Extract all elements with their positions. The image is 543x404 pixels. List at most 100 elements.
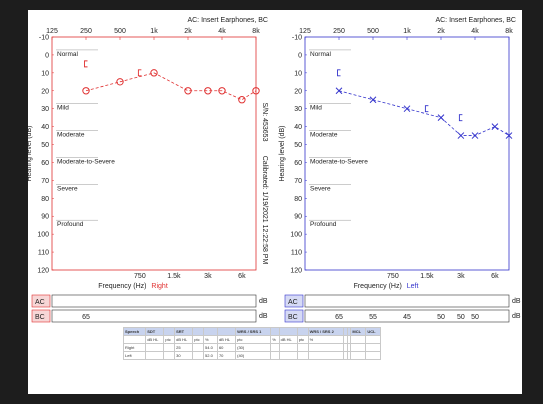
top-tick-label: 500 xyxy=(367,28,379,35)
speech-table-cell xyxy=(122,335,147,344)
y-tick-label: 80 xyxy=(41,196,49,203)
right-header: AC: Insert Earphones, BC xyxy=(435,17,516,24)
severity-label: Moderate xyxy=(310,132,338,139)
bc-masking-value: 55 xyxy=(369,314,377,321)
y-tick-label: 20 xyxy=(294,88,302,95)
severity-label: Profound xyxy=(310,221,337,228)
y-tick-label: 10 xyxy=(294,70,302,77)
bottom-tick-label: 3k xyxy=(204,273,212,280)
speech-table-cell: dB HL xyxy=(174,335,194,344)
speech-table-cell: (40) xyxy=(235,351,272,360)
bottom-tick-label: 3k xyxy=(457,273,465,280)
y-tick-label: 110 xyxy=(291,250,302,257)
bc-masking-value: 65 xyxy=(82,314,90,321)
speech-table-cell: % xyxy=(270,335,280,344)
masking-unit: dB xyxy=(259,313,268,320)
speech-table: Speech SDT SRT WRS / SRS 1 WRS / SRS 2 MCL UCL… xyxy=(122,327,381,360)
y-axis-label: Hearing level (dB) xyxy=(28,125,33,181)
left-xlabel-ear: Right xyxy=(151,283,167,290)
speech-table-cell xyxy=(296,343,309,352)
left-xlabel-text: Frequency (Hz) xyxy=(98,283,146,290)
severity-label: Mild xyxy=(57,105,69,112)
speech-table-cell xyxy=(270,343,280,352)
speech-table-cell xyxy=(296,351,309,360)
speech-table-cell: ptc xyxy=(163,335,176,344)
speech-table-cell: % xyxy=(307,335,344,344)
top-tick-label: 125 xyxy=(299,28,311,35)
speech-table-cell: Left xyxy=(122,351,147,360)
top-tick-label: 125 xyxy=(46,28,58,35)
speech-table-cell xyxy=(145,351,165,360)
speech-table-cell xyxy=(296,327,309,336)
data-point-x xyxy=(457,132,465,139)
data-point-circle xyxy=(150,69,158,77)
y-tick-label: 30 xyxy=(41,106,49,113)
left-header: AC: Insert Earphones, BC xyxy=(187,17,268,24)
speech-table-cell xyxy=(203,327,218,336)
right-xlabel-text: Frequency (Hz) xyxy=(354,283,402,290)
data-point-x xyxy=(335,87,343,95)
speech-table-cell: 70 xyxy=(216,351,237,360)
data-point-circle xyxy=(204,87,212,95)
bc-masking-value: 65 xyxy=(335,314,343,321)
masking-row-tag: BC xyxy=(35,314,45,321)
speech-table-cell: 52.0 xyxy=(203,351,218,360)
right-ear-audiogram: 125 250 500 1k 2k 4k 8k 750 1.5k 3k 6k -10 0 10 20 30 40… xyxy=(26,28,260,280)
masking-row-tag: AC xyxy=(35,299,45,306)
y-tick-label: 0 xyxy=(298,52,302,59)
y-tick-label: 90 xyxy=(294,214,302,221)
speech-table-cell: ptc xyxy=(192,335,205,344)
top-tick-label: 2k xyxy=(437,28,445,35)
speech-table-cell: 30 xyxy=(174,351,194,360)
masking-row-tag-box xyxy=(31,309,51,323)
speech-table-row: Right 25 54.0 60 (30) xyxy=(122,343,381,352)
speech-table-cell: 54.0 xyxy=(203,343,218,352)
y-tick-label: 10 xyxy=(41,70,49,77)
y-tick-label: 120 xyxy=(290,268,302,275)
speech-table-cell xyxy=(270,327,280,336)
speech-table-cell xyxy=(270,351,280,360)
data-point-x xyxy=(403,105,411,113)
calibration-date: Calibrated: 1/19/2021 12:22:58 PM xyxy=(261,156,268,265)
masking-row-tag-box xyxy=(31,294,51,308)
bone-conduction-mark xyxy=(458,114,463,122)
y-tick-label: -10 xyxy=(39,35,49,42)
masking-row-tag-box xyxy=(284,309,304,323)
severity-label: Severe xyxy=(310,185,331,192)
severity-label: Normal xyxy=(310,51,332,58)
speech-table-cell: SRT xyxy=(174,327,194,336)
bc-masking-value: 50 xyxy=(437,314,445,321)
top-tick-label: 8k xyxy=(252,28,260,35)
data-point-x xyxy=(369,96,377,104)
y-tick-label: 120 xyxy=(37,268,49,275)
masking-row-box xyxy=(304,294,510,308)
y-axis-label: Hearing level (dB) xyxy=(279,125,286,181)
speech-table-cell: ptc xyxy=(296,335,309,344)
data-point-x xyxy=(491,123,499,130)
bottom-tick-label: 750 xyxy=(387,273,399,280)
speech-table-cell: dB HL xyxy=(216,335,237,344)
speech-table-cell xyxy=(365,351,381,360)
severity-label: Profound xyxy=(57,221,84,228)
top-tick-label: 4k xyxy=(471,28,479,35)
bone-conduction-mark xyxy=(424,105,429,113)
data-point-circle xyxy=(252,87,260,95)
severity-label: Moderate-to-Severe xyxy=(57,158,115,165)
data-point-circle xyxy=(82,87,90,95)
y-tick-label: 80 xyxy=(294,196,302,203)
speech-table-cell xyxy=(192,327,205,336)
left-ear-audiogram: 125 250 500 1k 2k 4k 8k 750 1.5k 3k 6k -10 0 10 20 30 40… xyxy=(279,28,513,280)
masking-unit: dB xyxy=(512,313,521,320)
speech-table-cell xyxy=(350,335,367,344)
bottom-tick-label: 750 xyxy=(134,273,146,280)
data-point-circle xyxy=(218,87,226,95)
bottom-tick-label: 1.5k xyxy=(167,273,181,280)
speech-table-cell xyxy=(365,343,381,352)
audiogram-figure: AC: Insert Earphones, BC AC: Insert Earp… xyxy=(26,17,521,323)
series-line xyxy=(85,72,257,101)
speech-table-cell: (30) xyxy=(235,343,272,352)
top-tick-label: 250 xyxy=(80,28,92,35)
speech-table-cell: UCL xyxy=(365,327,381,336)
speech-table-cell: Right xyxy=(122,343,147,352)
left-xlabel: Frequency (Hz) Right xyxy=(98,283,168,290)
